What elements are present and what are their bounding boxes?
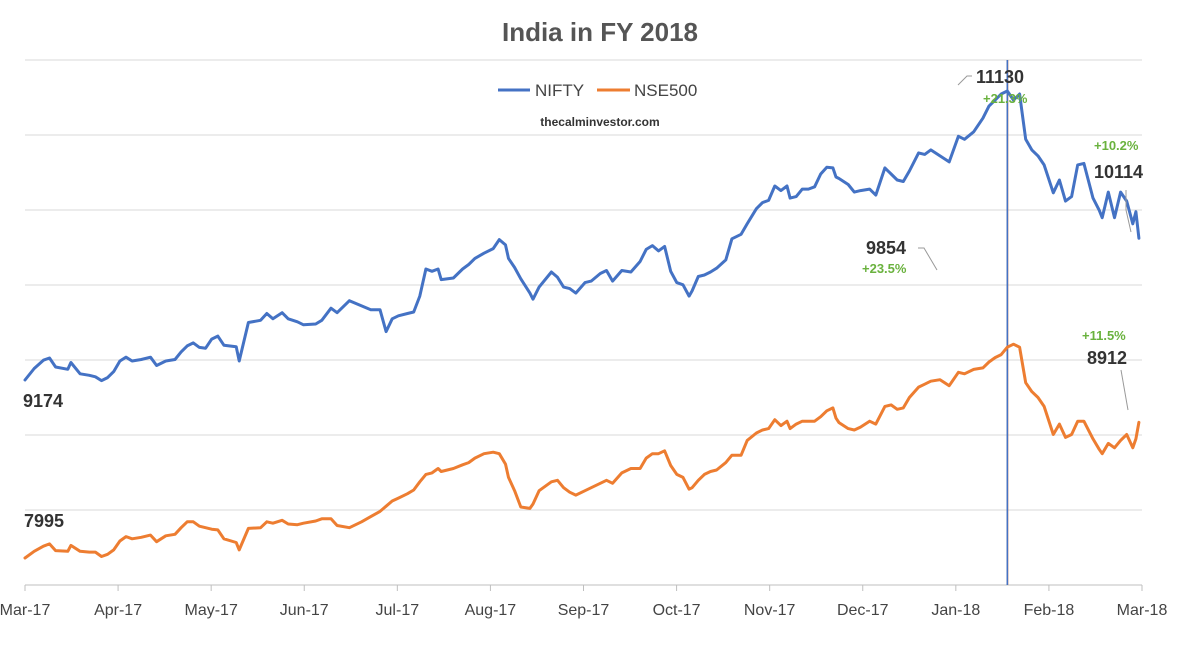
x-tick-label: Jul-17 — [376, 602, 420, 619]
nse500-end-leader — [1120, 369, 1129, 411]
nifty-peak-pct: +21.3% — [983, 91, 1028, 106]
nifty-start-value: 9174 — [23, 391, 63, 411]
x-tick-label: Feb-18 — [1024, 602, 1075, 619]
nse500-peak-value: 9854 — [866, 238, 906, 258]
x-tick-label: Jun-17 — [280, 602, 329, 619]
x-tick-label: May-17 — [184, 602, 237, 619]
x-tick-label: Mar-17 — [0, 602, 50, 619]
series-layer — [23, 89, 1141, 560]
nifty-end-pct: +10.2% — [1094, 138, 1139, 153]
x-tick-label: Mar-18 — [1117, 602, 1168, 619]
annotation-leaders — [918, 75, 1132, 411]
x-tick-label: Apr-17 — [94, 602, 142, 619]
x-axis-ticks: Mar-17 Apr-17 May-17 Jun-17 Jul-17 Aug-17 Sep-… — [0, 585, 1167, 619]
nse500-peak-leader — [918, 247, 938, 271]
x-tick-label: Aug-17 — [465, 602, 517, 619]
legend-nifty-label: NIFTY — [535, 81, 584, 100]
nifty-end-value: 10114 — [1094, 162, 1143, 182]
nifty-peak-leader — [957, 75, 972, 86]
legend: NIFTY NSE500 — [498, 81, 697, 100]
legend-nse500-label: NSE500 — [634, 81, 697, 100]
nse500-peak-pct: +23.5% — [862, 261, 907, 276]
x-tick-label: Jan-18 — [931, 602, 980, 619]
x-tick-label: Nov-17 — [744, 602, 796, 619]
x-tick-label: Sep-17 — [558, 602, 610, 619]
nse500-start-value: 7995 — [24, 511, 64, 531]
watermark-text: thecalminvestor.com — [540, 115, 659, 129]
chart-title: India in FY 2018 — [502, 17, 698, 47]
x-tick-label: Dec-17 — [837, 602, 889, 619]
series-line-nse500 — [23, 342, 1141, 560]
nse500-end-value: 8912 — [1087, 348, 1127, 368]
nse500-end-pct: +11.5% — [1082, 328, 1126, 343]
nifty-peak-value: 11130 — [976, 67, 1024, 87]
x-tick-label: Oct-17 — [653, 602, 701, 619]
gridlines — [25, 59, 1142, 511]
series-line-nifty — [23, 89, 1141, 383]
nifty-end-leader — [1125, 190, 1132, 233]
